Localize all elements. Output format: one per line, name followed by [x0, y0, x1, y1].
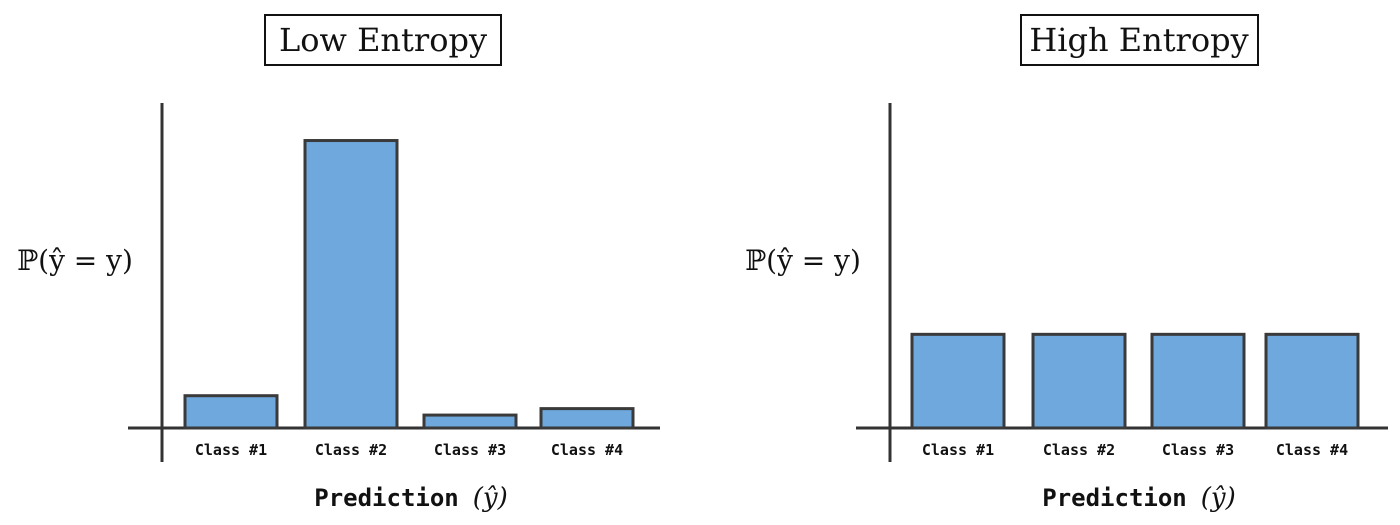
chart-low-entropy: Low Entropy ℙ(ŷ = y) Class #1 Class #2 Cla…: [17, 14, 660, 513]
chart-high-entropy: High Entropy ℙ(ŷ = y) Class #1 Class #2 Cl…: [745, 14, 1388, 513]
tick-label-class-3: Class #3: [1162, 441, 1234, 459]
y-axis-label-high-entropy: ℙ(ŷ = y): [745, 244, 861, 277]
tick-label-class-2: Class #2: [315, 441, 387, 459]
x-axis-label-text: Prediction: [314, 484, 459, 512]
title-high-entropy: High Entropy: [1029, 21, 1248, 59]
bar-class-4: [1264, 332, 1360, 430]
title-box-low-entropy: [264, 14, 502, 66]
bar-class-3: [422, 413, 518, 430]
bar-class-3: [1150, 332, 1246, 430]
bar-class-2: [1031, 332, 1127, 430]
bar-class-2: [303, 139, 399, 430]
tick-label-class-1: Class #1: [195, 441, 267, 459]
y-axis-label-low-entropy: ℙ(ŷ = y): [17, 244, 133, 277]
tick-label-class-3: Class #3: [434, 441, 506, 459]
tick-labels-low-entropy: Class #1 Class #2 Class #3 Class #4: [195, 441, 623, 459]
bar-class-1: [910, 332, 1006, 430]
x-axis-label-math: (ŷ): [473, 483, 508, 513]
tick-labels-high-entropy: Class #1 Class #2 Class #3 Class #4: [922, 441, 1348, 459]
x-axis-label-text: Prediction: [1042, 484, 1187, 512]
bars-low-entropy: [183, 139, 635, 430]
title-low-entropy: Low Entropy: [279, 21, 487, 59]
title-box-high-entropy: [1020, 14, 1259, 66]
x-axis-label-high-entropy: Prediction (ŷ): [1042, 483, 1235, 513]
bar-class-1: [183, 394, 279, 430]
tick-label-class-1: Class #1: [922, 441, 994, 459]
tick-label-class-4: Class #4: [551, 441, 623, 459]
x-axis-label-math: (ŷ): [1201, 483, 1236, 513]
tick-label-class-2: Class #2: [1043, 441, 1115, 459]
tick-label-class-4: Class #4: [1276, 441, 1348, 459]
x-axis-label-low-entropy: Prediction (ŷ): [314, 483, 507, 513]
bars-high-entropy: [910, 332, 1360, 430]
bar-class-4: [539, 407, 635, 430]
